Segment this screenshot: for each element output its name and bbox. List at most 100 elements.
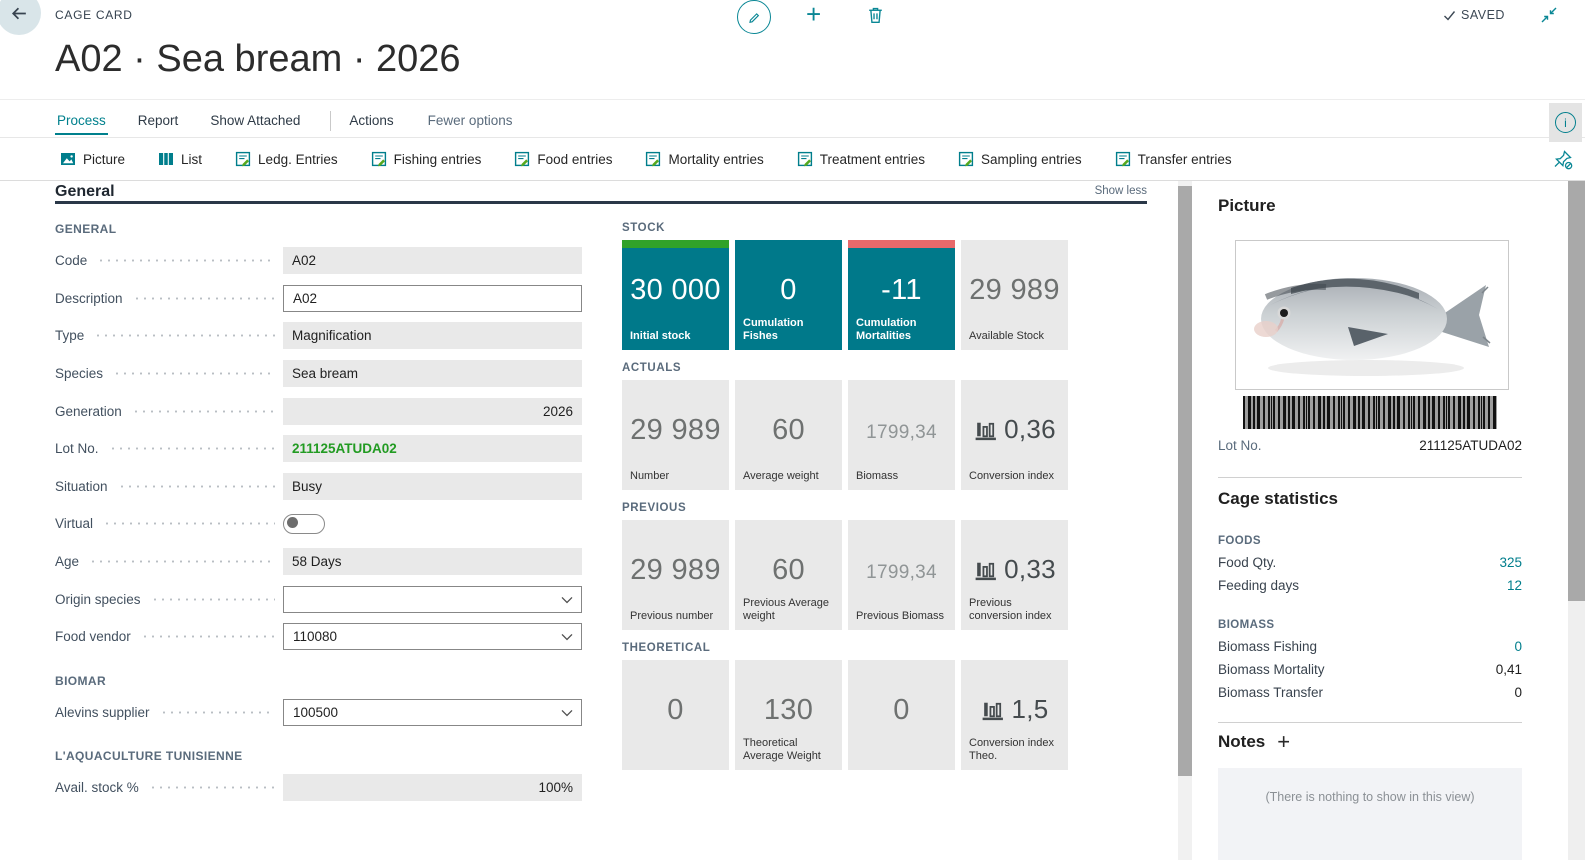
tab-report[interactable]: Report	[137, 113, 179, 128]
divider	[330, 110, 332, 131]
tile-label: Number	[630, 470, 670, 483]
main-scrollbar[interactable]	[1178, 181, 1192, 860]
field-species: Species Sea bream	[55, 355, 582, 393]
stat-value[interactable]: 325	[1499, 555, 1522, 570]
dotted-leader	[103, 510, 275, 538]
tile-value: 0	[893, 694, 910, 726]
cue-tile-available-stock[interactable]: 29 989 Available Stock	[961, 240, 1068, 350]
add-button[interactable]: +	[806, 0, 822, 29]
tab-process[interactable]: Process	[55, 106, 108, 135]
ribbon-label: Mortality entries	[668, 151, 764, 167]
bar-chart-icon	[973, 557, 998, 582]
ribbon-list[interactable]: List	[158, 151, 202, 167]
dotted-leader	[89, 548, 275, 576]
cue-tile-previous-average-weight[interactable]: 60 Previous Average weight	[735, 520, 842, 630]
cue-tile-number[interactable]: 29 989 Number	[622, 380, 729, 490]
description-input[interactable]	[283, 284, 582, 312]
tile-group-caption: STOCK	[622, 222, 666, 234]
dotted-leader	[131, 397, 275, 425]
scrollbar-thumb[interactable]	[1178, 186, 1192, 776]
ribbon-food-entries[interactable]: Food entries	[514, 151, 612, 167]
cue-tile-biomass[interactable]: 1799,34 Biomass	[848, 380, 955, 490]
notes-empty-view: (There is nothing to show in this view)	[1218, 768, 1522, 860]
tile-label: Previous number	[630, 610, 714, 623]
cue-tile-cumulation-fishes[interactable]: 0 Cumulation Fishes	[735, 240, 842, 350]
cue-tile-initial-stock[interactable]: 30 000 Initial stock	[622, 240, 729, 350]
avail-stock-value[interactable]: 100%	[283, 774, 582, 802]
cue-tile-0[interactable]: 0	[622, 660, 729, 770]
ribbon-treatment-entries[interactable]: Treatment entries	[797, 151, 925, 167]
back-arrow-icon	[10, 4, 29, 23]
situation-value[interactable]: Busy	[283, 472, 582, 500]
scrollbar-thumb[interactable]	[1568, 181, 1585, 601]
field-label: Generation	[55, 403, 122, 419]
generation-value[interactable]: 2026	[283, 397, 582, 425]
stat-value: 0,41	[1495, 662, 1522, 677]
ribbon-label: Ledg. Entries	[258, 151, 338, 167]
cue-tile-cumulation-mortalities[interactable]: -11 Cumulation Mortalities	[848, 240, 955, 350]
ribbon-ledg-entries[interactable]: Ledg. Entries	[235, 151, 338, 167]
menu-actions[interactable]: Actions	[349, 113, 394, 128]
cue-tile-theoretical-average-weight[interactable]: 130 Theoretical Average Weight	[735, 660, 842, 770]
delete-button[interactable]	[866, 5, 885, 30]
tile-group-actuals: ACTUALS 29 989 Number 60 Average weight 1799,…	[622, 362, 1074, 490]
field-label: Situation	[55, 478, 108, 494]
menu-fewer-options[interactable]: Fewer options	[427, 113, 513, 128]
species-value[interactable]: Sea bream	[283, 360, 582, 388]
cue-tile-previous-number[interactable]: 29 989 Previous number	[622, 520, 729, 630]
lot-no-value[interactable]: 211125ATUDA02	[283, 435, 582, 463]
divider	[0, 99, 1585, 100]
add-note-button[interactable]: +	[1277, 729, 1291, 754]
tile-label: Previous conversion index	[969, 597, 1052, 623]
notes-title: Notes	[1218, 732, 1266, 751]
tab-show-attached[interactable]: Show Attached	[210, 113, 301, 128]
code-value[interactable]: A02	[283, 247, 582, 275]
show-less-link[interactable]: Show less	[1094, 185, 1147, 197]
field-label: Avail. stock %	[55, 780, 139, 796]
field-control	[283, 585, 582, 613]
cue-tile-average-weight[interactable]: 60 Average weight	[735, 380, 842, 490]
tile-label: Average weight	[743, 470, 819, 483]
stat-label: Biomass Transfer	[1218, 685, 1324, 700]
virtual-toggle[interactable]	[283, 513, 325, 534]
entries-icon	[645, 151, 661, 167]
alevins-supplier-combo[interactable]	[283, 698, 582, 726]
factbox-scrollbar[interactable]	[1568, 181, 1585, 860]
dotted-leader	[117, 472, 275, 500]
edit-button[interactable]	[737, 0, 771, 34]
field-situation: Situation Busy	[55, 468, 582, 506]
ribbon-mortality-entries[interactable]: Mortality entries	[645, 151, 764, 167]
food-vendor-combo[interactable]	[283, 623, 582, 651]
unpin-button[interactable]	[1552, 149, 1574, 176]
field-control: 58 Days	[283, 548, 582, 576]
save-status: SAVED	[1443, 8, 1505, 22]
details-pane-button[interactable]: i	[1549, 103, 1582, 142]
cue-tile-previous-biomass[interactable]: 1799,34 Previous Biomass	[848, 520, 955, 630]
field-label: Alevins supplier	[55, 704, 150, 720]
ribbon-picture[interactable]: Picture	[60, 151, 125, 167]
cue-tile-conversion-index-theo[interactable]: 1,5 Conversion index Theo.	[961, 660, 1068, 770]
ribbon-transfer-entries[interactable]: Transfer entries	[1115, 151, 1232, 167]
pin-off-icon	[1552, 149, 1574, 171]
cue-tile-0[interactable]: 0	[848, 660, 955, 770]
ribbon-fishing-entries[interactable]: Fishing entries	[371, 151, 481, 167]
dotted-leader	[113, 360, 275, 388]
stat-value[interactable]: 0	[1514, 639, 1522, 654]
collapse-button[interactable]	[1540, 6, 1558, 29]
stat-value[interactable]: 12	[1506, 578, 1522, 593]
back-button[interactable]	[0, 0, 41, 35]
action-ribbon: Picture List Ledg. Entries Fishing entries F…	[60, 139, 1265, 179]
cue-tile-previous-conversion-index[interactable]: 0,33 Previous conversion index	[961, 520, 1068, 630]
field-generation: Generation 2026	[55, 392, 582, 430]
field-control: Busy	[283, 472, 582, 500]
ribbon-label: Picture	[83, 151, 126, 167]
ribbon-sampling-entries[interactable]: Sampling entries	[958, 151, 1082, 167]
entries-icon	[797, 151, 813, 167]
stat-feeding-days: Feeding days 12	[1218, 578, 1522, 593]
age-value[interactable]: 58 Days	[283, 548, 582, 576]
cue-tile-conversion-index[interactable]: 0,36 Conversion index	[961, 380, 1068, 490]
stat-label: Biomass Fishing	[1218, 639, 1318, 654]
type-value[interactable]: Magnification	[283, 322, 582, 350]
origin-species-combo[interactable]	[283, 585, 582, 613]
tile-group-caption: ACTUALS	[622, 362, 682, 374]
